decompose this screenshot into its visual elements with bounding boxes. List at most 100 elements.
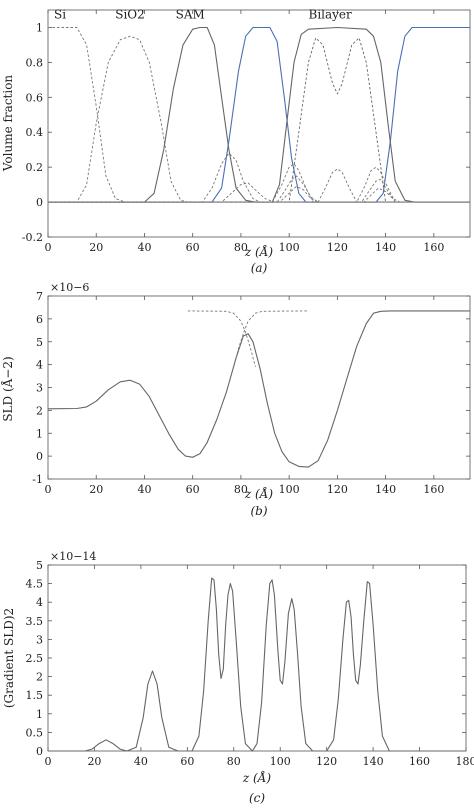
- annotation-label: SiO2: [115, 8, 145, 22]
- y-tick-label: 4: [36, 596, 43, 609]
- series-si: [48, 27, 470, 203]
- panel-c-scale: ×10−14: [50, 550, 96, 563]
- x-tick-label: 120: [327, 483, 348, 496]
- panel-a-annotations: Si SiO2 SAM Bilayer: [54, 8, 352, 22]
- y-tick-label: -1: [32, 473, 43, 486]
- series-gradient: [48, 577, 466, 752]
- series-headgroup-inner-3: [48, 185, 470, 203]
- y-tick-label: 0.4: [26, 126, 44, 139]
- x-tick-label: 80: [234, 241, 248, 254]
- x-tick-label: 140: [363, 755, 384, 768]
- x-tick-label: 120: [327, 241, 348, 254]
- x-tick-label: 40: [137, 483, 151, 496]
- y-tick-label: 0: [36, 745, 43, 758]
- annotation-label: SAM: [176, 8, 205, 22]
- x-tick-label: 100: [279, 483, 300, 496]
- x-tick-label: 40: [134, 755, 148, 768]
- x-tick-label: 20: [89, 483, 103, 496]
- y-tick-label: 3.5: [26, 615, 44, 628]
- panel-c-frame: [47, 564, 467, 752]
- annotation-label: Bilayer: [309, 8, 353, 22]
- y-tick-label: 1.5: [26, 689, 44, 702]
- series-headgroup-outer-1: [48, 166, 470, 203]
- y-tick-label: 3: [36, 382, 43, 395]
- x-tick-label: 140: [375, 241, 396, 254]
- y-tick-label: 4.5: [26, 578, 44, 591]
- panel-a-ticks: 0 20 40 60 80 100 120 140 160-0.200.20.40.60.81: [22, 10, 470, 254]
- x-tick-label: 0: [45, 241, 52, 254]
- y-tick-label: 0.5: [26, 726, 44, 739]
- panel-c-label: (c): [249, 791, 265, 805]
- y-tick-label: 6: [36, 313, 43, 326]
- series-sio2: [48, 35, 470, 203]
- y-tick-label: 0.2: [26, 161, 44, 174]
- x-tick-label: 60: [180, 755, 194, 768]
- panel-b-series: [47, 310, 470, 468]
- panel-a-frame: [47, 9, 471, 238]
- panel-b-xlabel: z (Å): [244, 486, 273, 501]
- x-tick-label: 0: [45, 755, 52, 768]
- y-tick-label: 2.5: [26, 652, 44, 665]
- series-sam: [48, 26, 470, 203]
- y-tick-label: 0: [36, 450, 43, 463]
- x-tick-label: 60: [186, 241, 200, 254]
- panel-b-label: (b): [250, 504, 267, 518]
- x-tick-label: 100: [270, 755, 291, 768]
- panel-c-ticks: 0 20 40 60 80 100 120 140 160 180 0 0.5 1 1.5 2 2.5 3 3.5…: [26, 559, 474, 768]
- y-tick-label: 2: [36, 404, 43, 417]
- series-headgroup-inner-2: [48, 175, 470, 203]
- panel-c-series: [48, 577, 466, 752]
- y-tick-label: 5: [36, 336, 43, 349]
- x-tick-label: 60: [186, 483, 200, 496]
- panel-a-xlabel: z (Å): [244, 244, 273, 259]
- x-tick-label: 180: [456, 755, 474, 768]
- panel-c-ylabel: (Gradient SLD)2: [2, 608, 16, 708]
- x-tick-label: 160: [409, 755, 430, 768]
- series-bilayer: [48, 26, 470, 203]
- x-tick-label: 160: [423, 241, 444, 254]
- series-headgroup-outer-3: [48, 187, 470, 203]
- panel-a-label: (a): [251, 261, 268, 275]
- x-tick-label: 20: [87, 755, 101, 768]
- panel-b-scale: ×10−6: [50, 281, 89, 294]
- x-tick-label: 160: [423, 483, 444, 496]
- series-tails: [48, 37, 470, 203]
- x-tick-label: 80: [234, 483, 248, 496]
- panel-c: 0 20 40 60 80 100 120 140 160 180 0 0.5 1 1.5 2 2.5 3 3.5…: [2, 550, 474, 805]
- series-sam-tail-feet: [48, 182, 470, 203]
- y-tick-label: 7: [36, 290, 43, 303]
- x-tick-label: 20: [89, 241, 103, 254]
- x-tick-label: 140: [375, 483, 396, 496]
- series-water: [48, 26, 470, 203]
- series-sld-dashed-2: [233, 310, 309, 368]
- series-sld-profile: [47, 310, 470, 468]
- series-headgroup-inner-1: [48, 163, 470, 203]
- series-sam-headgroup: [48, 152, 470, 203]
- panel-c-xlabel: z (Å): [242, 770, 271, 785]
- y-tick-label: 1: [36, 708, 43, 721]
- y-tick-label: -0.2: [22, 231, 43, 244]
- y-tick-label: 1: [36, 21, 43, 34]
- panel-b-ylabel: SLD (Å−2): [0, 356, 15, 421]
- panel-a: 0 20 40 60 80 100 120 140 160-0.200.20.40.60.81 …: [1, 8, 471, 275]
- x-tick-label: 0: [45, 483, 52, 496]
- y-tick-label: 4: [36, 359, 43, 372]
- series-heads-center: [48, 168, 470, 203]
- x-tick-label: 40: [137, 241, 151, 254]
- x-tick-label: 80: [227, 755, 241, 768]
- y-tick-label: 0.8: [26, 56, 44, 69]
- series-headgroup-outer-2: [48, 178, 470, 203]
- y-tick-label: 5: [36, 559, 43, 572]
- panel-a-series: [48, 26, 470, 203]
- y-tick-label: 0.6: [26, 91, 44, 104]
- x-tick-label: 100: [279, 241, 300, 254]
- panel-a-ylabel: Volume fraction: [1, 75, 15, 173]
- y-tick-label: 2: [36, 671, 43, 684]
- y-tick-label: 0: [36, 196, 43, 209]
- annotation-label: Si: [54, 8, 66, 22]
- y-tick-label: 1: [36, 427, 43, 440]
- x-tick-label: 120: [316, 755, 337, 768]
